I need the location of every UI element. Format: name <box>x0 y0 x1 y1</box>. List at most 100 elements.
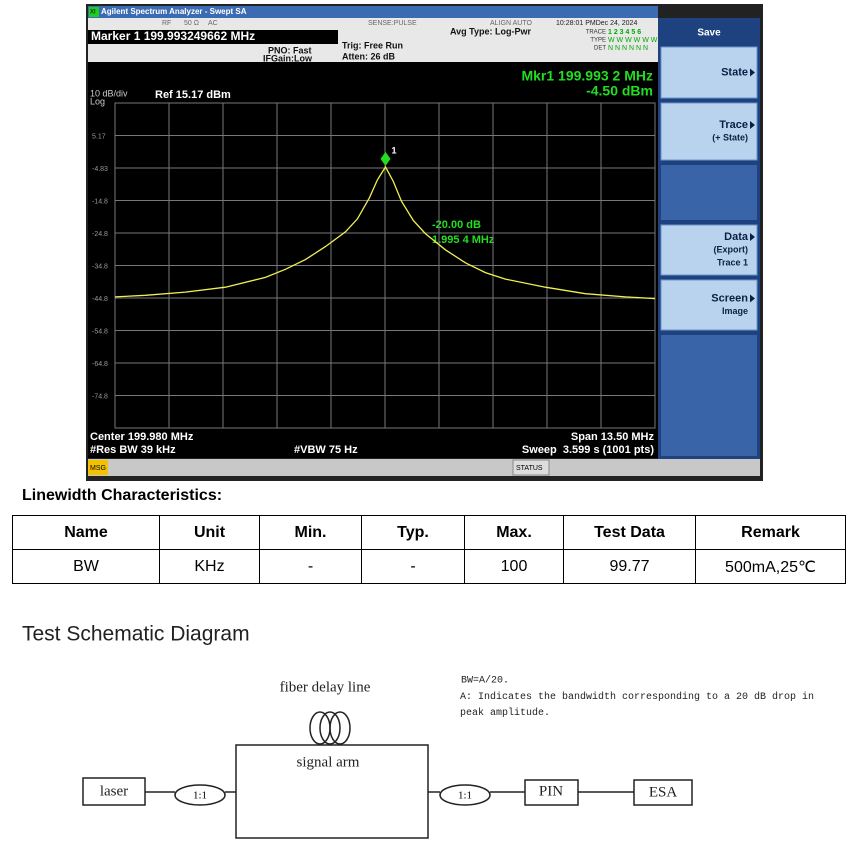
msg: MSG <box>90 465 106 472</box>
span: Span 13.50 MHz <box>571 431 655 443</box>
center: Center 199.980 MHz <box>90 431 194 443</box>
y-tick-label: -34.8 <box>92 263 108 270</box>
laser: laser <box>100 783 128 799</box>
softkey-arrow <box>750 121 755 129</box>
plot-background <box>88 62 658 458</box>
softkey-title: Save <box>697 28 721 39</box>
plot: 5.17 -4.83 -14.8 -24.8 -34.8 -44.8 -54.8 -64.8 -… <box>92 102 656 429</box>
cell: - <box>259 549 362 584</box>
softkey <box>660 46 758 99</box>
trace-row-value: W W W W W W <box>608 37 658 44</box>
cell: 99.77 <box>563 549 696 584</box>
y-tick-label: -54.8 <box>92 328 108 335</box>
delta-amp: -20.00 dB <box>432 219 481 231</box>
softkey-arrow <box>750 68 755 77</box>
header-cell: Test Data <box>563 515 696 550</box>
header-cell: Typ. <box>361 515 465 550</box>
mode-icon-text: XI <box>90 10 96 16</box>
spec-table: Name Unit Min. Typ. Max. Test Data Remar… <box>12 515 846 584</box>
header-cell: Remark <box>695 515 846 550</box>
softkey-arrow <box>750 294 755 303</box>
status-flag: RF <box>162 20 171 27</box>
res-bw: #Res BW 39 kHz <box>90 444 176 456</box>
atten: Atten: 26 dB <box>342 51 396 61</box>
header-cell: Unit <box>159 515 260 550</box>
softkey <box>660 102 758 161</box>
sweep: Sweep 3.599 s (1001 pts) <box>522 444 654 456</box>
marker-freq: Mkr1 199.993 2 MHz <box>521 68 653 84</box>
header-cell: Name <box>12 515 160 550</box>
vbw: #VBW 75 Hz <box>294 444 358 456</box>
softkey-empty <box>661 335 757 456</box>
status-flag: 50 Ω <box>184 20 199 27</box>
softkey-label: Image <box>722 306 748 316</box>
status: STATUS <box>516 465 543 472</box>
msg-box <box>88 460 108 475</box>
marker-readout-box <box>88 30 338 44</box>
marker-label: 1 <box>392 145 397 155</box>
softkey-label: Data <box>724 231 749 243</box>
scale: 10 dB/div <box>90 88 128 98</box>
fiber-coil <box>309 711 351 745</box>
delta-freq: 1.995 4 MHz <box>432 234 495 246</box>
softkey-label: Screen <box>711 292 748 304</box>
status-flag: ALIGN AUTO <box>490 20 532 27</box>
cell: - <box>361 549 465 584</box>
cell: 500mA,25℃ <box>695 549 846 584</box>
softkey-label: Trace 1 <box>717 257 748 267</box>
trace-row-value: N N N N N N <box>608 45 648 52</box>
softkey <box>660 224 758 276</box>
coupler-out: 1:1 <box>458 790 472 802</box>
y-tick-label: 5.17 <box>92 133 106 140</box>
softkeys: State Trace(+ State) Data(Export) Trace 1 Sc… <box>660 46 758 456</box>
softkey <box>660 279 758 331</box>
marker-readout: Marker 1 199.993249662 MHz <box>91 29 255 43</box>
ref-level: Ref 15.17 dBm <box>155 89 231 101</box>
trace-row-label: TYPE <box>590 38 606 44</box>
status-flag: SENSE:PULSE <box>368 20 417 27</box>
marker-amp: -4.50 dBm <box>586 83 653 99</box>
note-box: A: Indicates the bandwidth corresponding… <box>460 692 815 719</box>
connections <box>145 779 693 806</box>
data-row: BW KHz - - 100 99.77 500mA,25℃ <box>12 549 846 584</box>
softkey-label: (Export) <box>714 244 749 254</box>
marker <box>380 151 391 166</box>
trig: Trig: Free Run <box>342 40 403 50</box>
softkey-label: State <box>721 66 748 78</box>
mode-icon <box>89 7 99 17</box>
y-tick-label: -4.83 <box>92 166 108 173</box>
status-flag: AC <box>208 20 218 27</box>
softkey-label: Trace <box>719 119 748 131</box>
y-tick-label: -44.8 <box>92 296 108 303</box>
status-box <box>512 459 550 476</box>
header-cell: Max. <box>464 515 564 550</box>
schematic-title: Test Schematic Diagram <box>22 623 250 646</box>
trace-row-label: TRACE <box>586 30 606 36</box>
header-row: Name Unit Min. Typ. Max. Test Data Remar… <box>12 515 846 550</box>
pno: PNO: Fast <box>268 45 312 55</box>
header-cell: Min. <box>259 515 362 550</box>
softkey-empty <box>661 165 757 220</box>
scale-type: Log <box>90 96 105 106</box>
y-tick-label: -64.8 <box>92 361 108 368</box>
cell: KHz <box>159 549 260 584</box>
coupler-in: 1:1 <box>193 790 207 802</box>
ifgain: IFGain:Low <box>263 53 313 63</box>
fiber-label: fiber delay line <box>280 679 371 695</box>
arm-label: signal arm <box>297 754 360 770</box>
softkey-arrow <box>750 233 755 241</box>
y-tick-label: -14.8 <box>92 198 108 205</box>
note-text: A: Indicates the bandwidth corresponding… <box>460 692 815 719</box>
trace <box>114 165 656 300</box>
cell: BW <box>12 549 160 584</box>
y-tick-label: -24.8 <box>92 231 108 238</box>
esa: ESA <box>649 784 678 800</box>
title-bar <box>88 6 658 18</box>
status-bar <box>88 459 760 476</box>
trace-row-label: DET <box>594 46 606 52</box>
window-title: Agilent Spectrum Analyzer - Swept SA <box>101 7 247 16</box>
cell: 100 <box>464 549 564 584</box>
pin: PIN <box>539 783 563 799</box>
